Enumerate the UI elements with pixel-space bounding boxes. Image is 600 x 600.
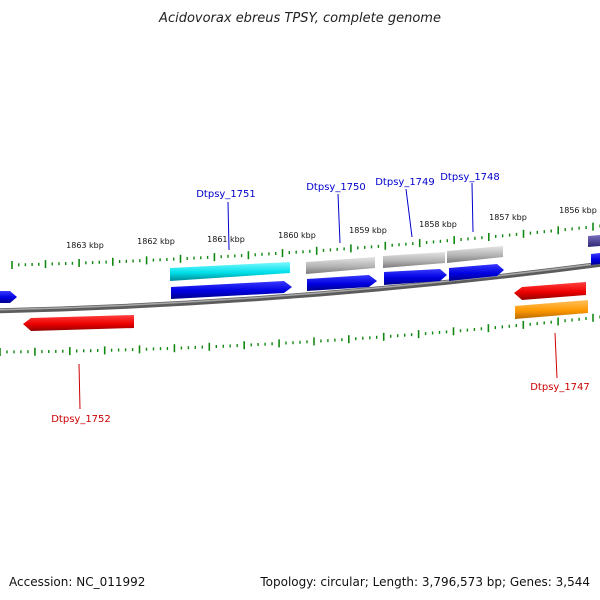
tick-label-1862: 1862 kbp: [137, 237, 175, 246]
tick-label-1856: 1856 kbp: [559, 206, 597, 215]
gene-label-1751[interactable]: Dtpsy_1751: [196, 189, 256, 200]
gene-label-1747[interactable]: Dtpsy_1747: [530, 382, 590, 393]
cds-forward-1748[interactable]: [449, 264, 504, 281]
leader-line-1752: [78, 363, 81, 410]
accession-text: Accession: NC_011992: [9, 575, 145, 589]
map-title: Acidovorax ebreus TPSY, complete genome: [158, 11, 441, 26]
tick-label-1859: 1859 kbp: [349, 226, 387, 235]
leader-line-1750: [337, 193, 341, 244]
tick-label-1860: 1860 kbp: [278, 231, 316, 240]
gene-label-1748[interactable]: Dtpsy_1748: [440, 172, 500, 183]
gene-label-1749[interactable]: Dtpsy_1749: [375, 177, 435, 188]
tick-label-1857: 1857 kbp: [489, 213, 527, 222]
tick-label-1858: 1858 kbp: [419, 220, 457, 229]
feature-gray-1749[interactable]: [383, 252, 445, 268]
cds-reverse-1747[interactable]: [514, 282, 586, 300]
tick-label-1863: 1863 kbp: [66, 241, 104, 250]
cds-forward-1750[interactable]: [307, 275, 377, 291]
feature-purple-edge[interactable]: [588, 235, 600, 247]
inner-tick-row: [0, 313, 600, 356]
feature-gray-1750[interactable]: [306, 257, 375, 274]
cds-forward-right-edge[interactable]: [591, 253, 600, 265]
cds-forward-left-edge[interactable]: [0, 291, 17, 303]
outer-tick-row: [11, 222, 600, 269]
leader-line-1747: [554, 332, 558, 379]
leader-line-1748: [471, 182, 474, 233]
leader-line-1751: [227, 201, 230, 251]
tick-label-1861: 1861 kbp: [207, 235, 245, 244]
cds-forward-1749[interactable]: [384, 269, 447, 285]
feature-cyan-1751[interactable]: [170, 262, 290, 281]
feature-orange-1747[interactable]: [515, 300, 588, 319]
genome-backbone-highlight: [0, 262, 600, 311]
feature-gray-1748[interactable]: [447, 246, 503, 263]
cds-forward-1751[interactable]: [171, 281, 292, 299]
gene-label-1752[interactable]: Dtpsy_1752: [51, 414, 111, 425]
gene-label-1750[interactable]: Dtpsy_1750: [306, 182, 366, 193]
leader-line-1749: [405, 188, 413, 238]
genome-backbone: [0, 261, 600, 314]
cds-reverse-1752[interactable]: [23, 315, 134, 331]
genome-summary-text: Topology: circular; Length: 3,796,573 bp…: [259, 575, 590, 589]
